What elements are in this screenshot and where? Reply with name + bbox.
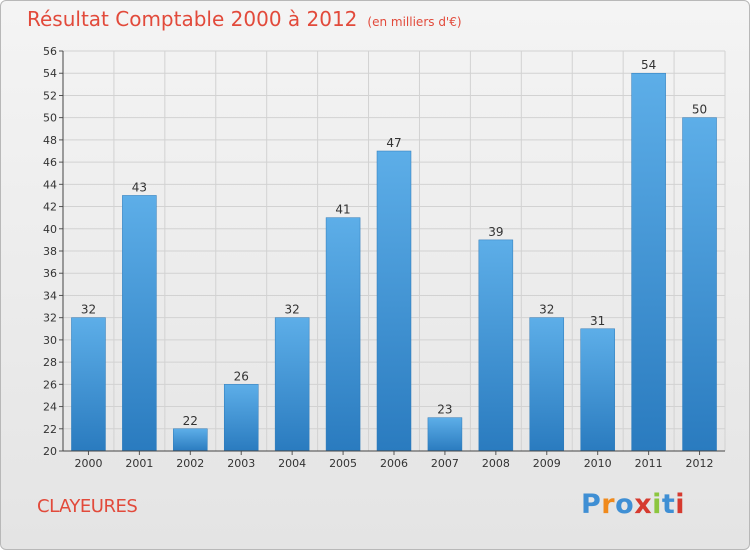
bar-value-label: 41 bbox=[335, 203, 350, 217]
x-tick-label: 2011 bbox=[635, 457, 663, 470]
bar-2007[interactable] bbox=[427, 417, 463, 452]
bar-2003[interactable] bbox=[223, 384, 259, 452]
bar-value-label: 54 bbox=[641, 58, 656, 72]
brand-letter: P bbox=[581, 489, 602, 520]
bar-value-label: 32 bbox=[81, 303, 96, 317]
y-tick-label: 28 bbox=[43, 356, 57, 369]
bar-value-label: 32 bbox=[539, 303, 554, 317]
x-tick-label: 2009 bbox=[533, 457, 561, 470]
bar-layer bbox=[71, 72, 717, 452]
bar-2002[interactable] bbox=[173, 428, 208, 452]
x-tick-label: 2000 bbox=[74, 457, 102, 470]
y-tick-label: 36 bbox=[43, 267, 57, 280]
bar-value-label: 22 bbox=[183, 414, 198, 428]
chart-subtitle: (en milliers d'€) bbox=[367, 15, 462, 29]
y-tick-label: 44 bbox=[43, 178, 57, 191]
bar-2001[interactable] bbox=[122, 195, 157, 452]
y-tick-label: 22 bbox=[43, 423, 57, 436]
x-tick-label: 2006 bbox=[380, 457, 408, 470]
bar-value-label: 50 bbox=[692, 103, 707, 117]
bar-2011[interactable] bbox=[631, 72, 666, 452]
x-tick-label: 2012 bbox=[686, 457, 714, 470]
brand-letter: x bbox=[634, 489, 653, 520]
bar-2009[interactable] bbox=[529, 317, 565, 452]
x-tick-label: 2010 bbox=[584, 457, 612, 470]
y-tick-label: 56 bbox=[43, 45, 57, 58]
bar-value-label: 47 bbox=[386, 136, 401, 150]
bar-value-label: 31 bbox=[590, 314, 605, 328]
bar-2012[interactable] bbox=[682, 117, 717, 452]
location-label: CLAYEURES bbox=[37, 496, 138, 517]
y-tick-label: 30 bbox=[43, 334, 57, 347]
bar-value-label: 26 bbox=[234, 369, 249, 383]
y-tick-label: 20 bbox=[43, 445, 57, 458]
brand-letter: o bbox=[615, 489, 635, 520]
y-tick-label: 48 bbox=[43, 134, 57, 147]
x-tick-label: 2003 bbox=[227, 457, 255, 470]
x-tick-label: 2007 bbox=[431, 457, 459, 470]
bar-2006[interactable] bbox=[376, 150, 412, 452]
bar-value-label: 43 bbox=[132, 180, 147, 194]
bar-chart: 20 22 24 26 28 30 32 34 36 38 40 42 44 46 48 50 52 54 56 32… bbox=[43, 45, 726, 470]
y-tick-label: 54 bbox=[43, 67, 57, 80]
x-tick-label: 2008 bbox=[482, 457, 510, 470]
x-tick-label: 2004 bbox=[278, 457, 306, 470]
brand-logo[interactable]: Proxiti bbox=[581, 489, 685, 520]
y-tick-label: 26 bbox=[43, 378, 57, 391]
x-tick-label: 2001 bbox=[125, 457, 153, 470]
y-tick-label: 50 bbox=[43, 112, 57, 125]
brand-letter: r bbox=[601, 489, 616, 520]
bar-2008[interactable] bbox=[478, 239, 514, 452]
y-tick-label: 32 bbox=[43, 312, 57, 325]
brand-letter: t bbox=[661, 489, 676, 520]
bar-2005[interactable] bbox=[325, 217, 361, 452]
bar-2010[interactable] bbox=[580, 328, 615, 452]
brand-letter: i bbox=[675, 489, 686, 520]
bar-2004[interactable] bbox=[274, 317, 310, 452]
x-tick-label: 2005 bbox=[329, 457, 357, 470]
bar-value-label: 32 bbox=[285, 303, 300, 317]
bar-value-label: 23 bbox=[437, 403, 452, 417]
y-tick-label: 52 bbox=[43, 89, 57, 102]
y-tick-label: 42 bbox=[43, 201, 57, 214]
chart-title: Résultat Comptable 2000 à 2012 (en millie… bbox=[27, 7, 462, 31]
y-tick-label: 38 bbox=[43, 245, 57, 258]
y-tick-label: 40 bbox=[43, 223, 57, 236]
brand-letter: i bbox=[652, 489, 662, 520]
axis-layer: 20 22 24 26 28 30 32 34 36 38 40 42 44 46 48 50 52 54 56 32… bbox=[43, 45, 725, 470]
x-tick-label: 2002 bbox=[176, 457, 204, 470]
y-tick-label: 46 bbox=[43, 156, 57, 169]
y-tick-label: 34 bbox=[43, 289, 57, 302]
y-tick-label: 24 bbox=[43, 401, 57, 414]
bar-value-label: 39 bbox=[488, 225, 503, 239]
chart-title-text: Résultat Comptable 2000 à 2012 bbox=[27, 7, 358, 31]
bar-2000[interactable] bbox=[71, 317, 106, 452]
